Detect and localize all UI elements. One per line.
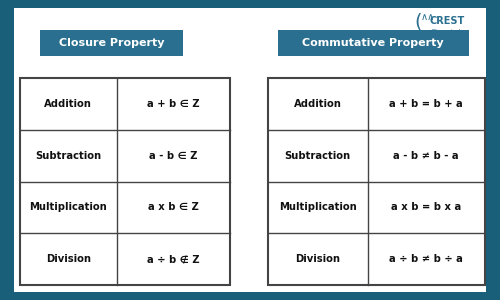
Text: (: ( [414, 13, 422, 32]
FancyBboxPatch shape [20, 78, 230, 285]
Text: Multiplication: Multiplication [278, 202, 356, 212]
Text: a + b ∈ Z: a + b ∈ Z [147, 99, 200, 109]
FancyBboxPatch shape [40, 30, 183, 56]
Text: Commutative Property: Commutative Property [302, 38, 444, 48]
Text: a x b ∈ Z: a x b ∈ Z [148, 202, 198, 212]
Text: CREST: CREST [430, 16, 465, 26]
Text: a - b ≠ b - a: a - b ≠ b - a [394, 151, 459, 160]
Text: a + b = b + a: a + b = b + a [390, 99, 463, 109]
Text: Division: Division [46, 254, 91, 264]
Text: a - b ∈ Z: a - b ∈ Z [149, 151, 198, 160]
Text: ∧∧: ∧∧ [420, 12, 434, 22]
Text: a x b = b x a: a x b = b x a [391, 202, 462, 212]
FancyBboxPatch shape [278, 30, 469, 56]
Text: Olympiads: Olympiads [431, 28, 464, 34]
Text: Addition: Addition [294, 99, 342, 109]
Text: Subtraction: Subtraction [284, 151, 350, 160]
Text: Multiplication: Multiplication [30, 202, 107, 212]
Text: Addition: Addition [44, 99, 92, 109]
FancyBboxPatch shape [268, 78, 485, 285]
Text: Division: Division [295, 254, 340, 264]
Text: a ÷ b ≠ b ÷ a: a ÷ b ≠ b ÷ a [390, 254, 463, 264]
Text: Closure Property: Closure Property [58, 38, 164, 48]
Text: Subtraction: Subtraction [35, 151, 102, 160]
Text: a ÷ b ∉ Z: a ÷ b ∉ Z [147, 254, 200, 264]
FancyBboxPatch shape [14, 8, 486, 292]
